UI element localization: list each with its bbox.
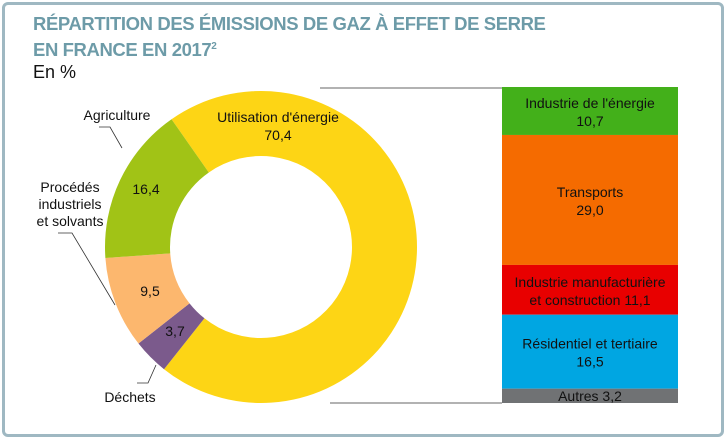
donut-value-label: 3,7 [165, 323, 185, 339]
chart-title: RÉPARTITION DES ÉMISSIONS DE GAZ À EFFET… [33, 12, 546, 61]
breakdown-segment [502, 314, 678, 389]
breakdown-label: 16,5 [576, 354, 603, 370]
title-footnote: 2 [211, 41, 217, 52]
donut-category-label: industriels [38, 196, 101, 212]
donut-slice [105, 119, 209, 258]
breakdown-label: et construction 11,1 [529, 292, 650, 308]
donut-value-label: 9,5 [140, 283, 160, 299]
breakdown-label: Industrie manufacturière [515, 274, 666, 290]
donut-category-label: Agriculture [84, 107, 151, 123]
leader-line [58, 232, 116, 306]
title-line-2: EN FRANCE EN 2017 [33, 39, 212, 61]
donut-category-label: Déchets [104, 389, 155, 405]
leader-line [137, 364, 157, 384]
donut-category-label: Utilisation d'énergie [217, 109, 339, 125]
breakdown-segment [502, 388, 678, 403]
breakdown-segment [502, 264, 678, 315]
donut-category-label: Procédés [40, 179, 99, 195]
donut-slice [105, 253, 190, 344]
donut-value-label: 70,4 [264, 127, 291, 143]
title-line-1: RÉPARTITION DES ÉMISSIONS DE GAZ À EFFET… [33, 13, 546, 34]
breakdown-segment [502, 87, 678, 135]
donut-slice [138, 303, 205, 370]
breakdown-label: Industrie de l'énergie [525, 95, 655, 111]
breakdown-segment [502, 134, 678, 265]
donut-slice [164, 91, 417, 404]
breakdown-label: Résidentiel et tertiaire [522, 336, 658, 352]
donut-category-label: et solvants [37, 213, 104, 229]
donut-value-label: 16,4 [132, 181, 159, 197]
unit-label: En % [33, 62, 77, 82]
leader-line [99, 126, 123, 149]
breakdown-label: Transports [557, 184, 623, 200]
breakdown-label: 10,7 [576, 113, 603, 129]
breakdown-label: 29,0 [576, 202, 603, 218]
breakdown-label: Autres 3,2 [558, 388, 622, 404]
